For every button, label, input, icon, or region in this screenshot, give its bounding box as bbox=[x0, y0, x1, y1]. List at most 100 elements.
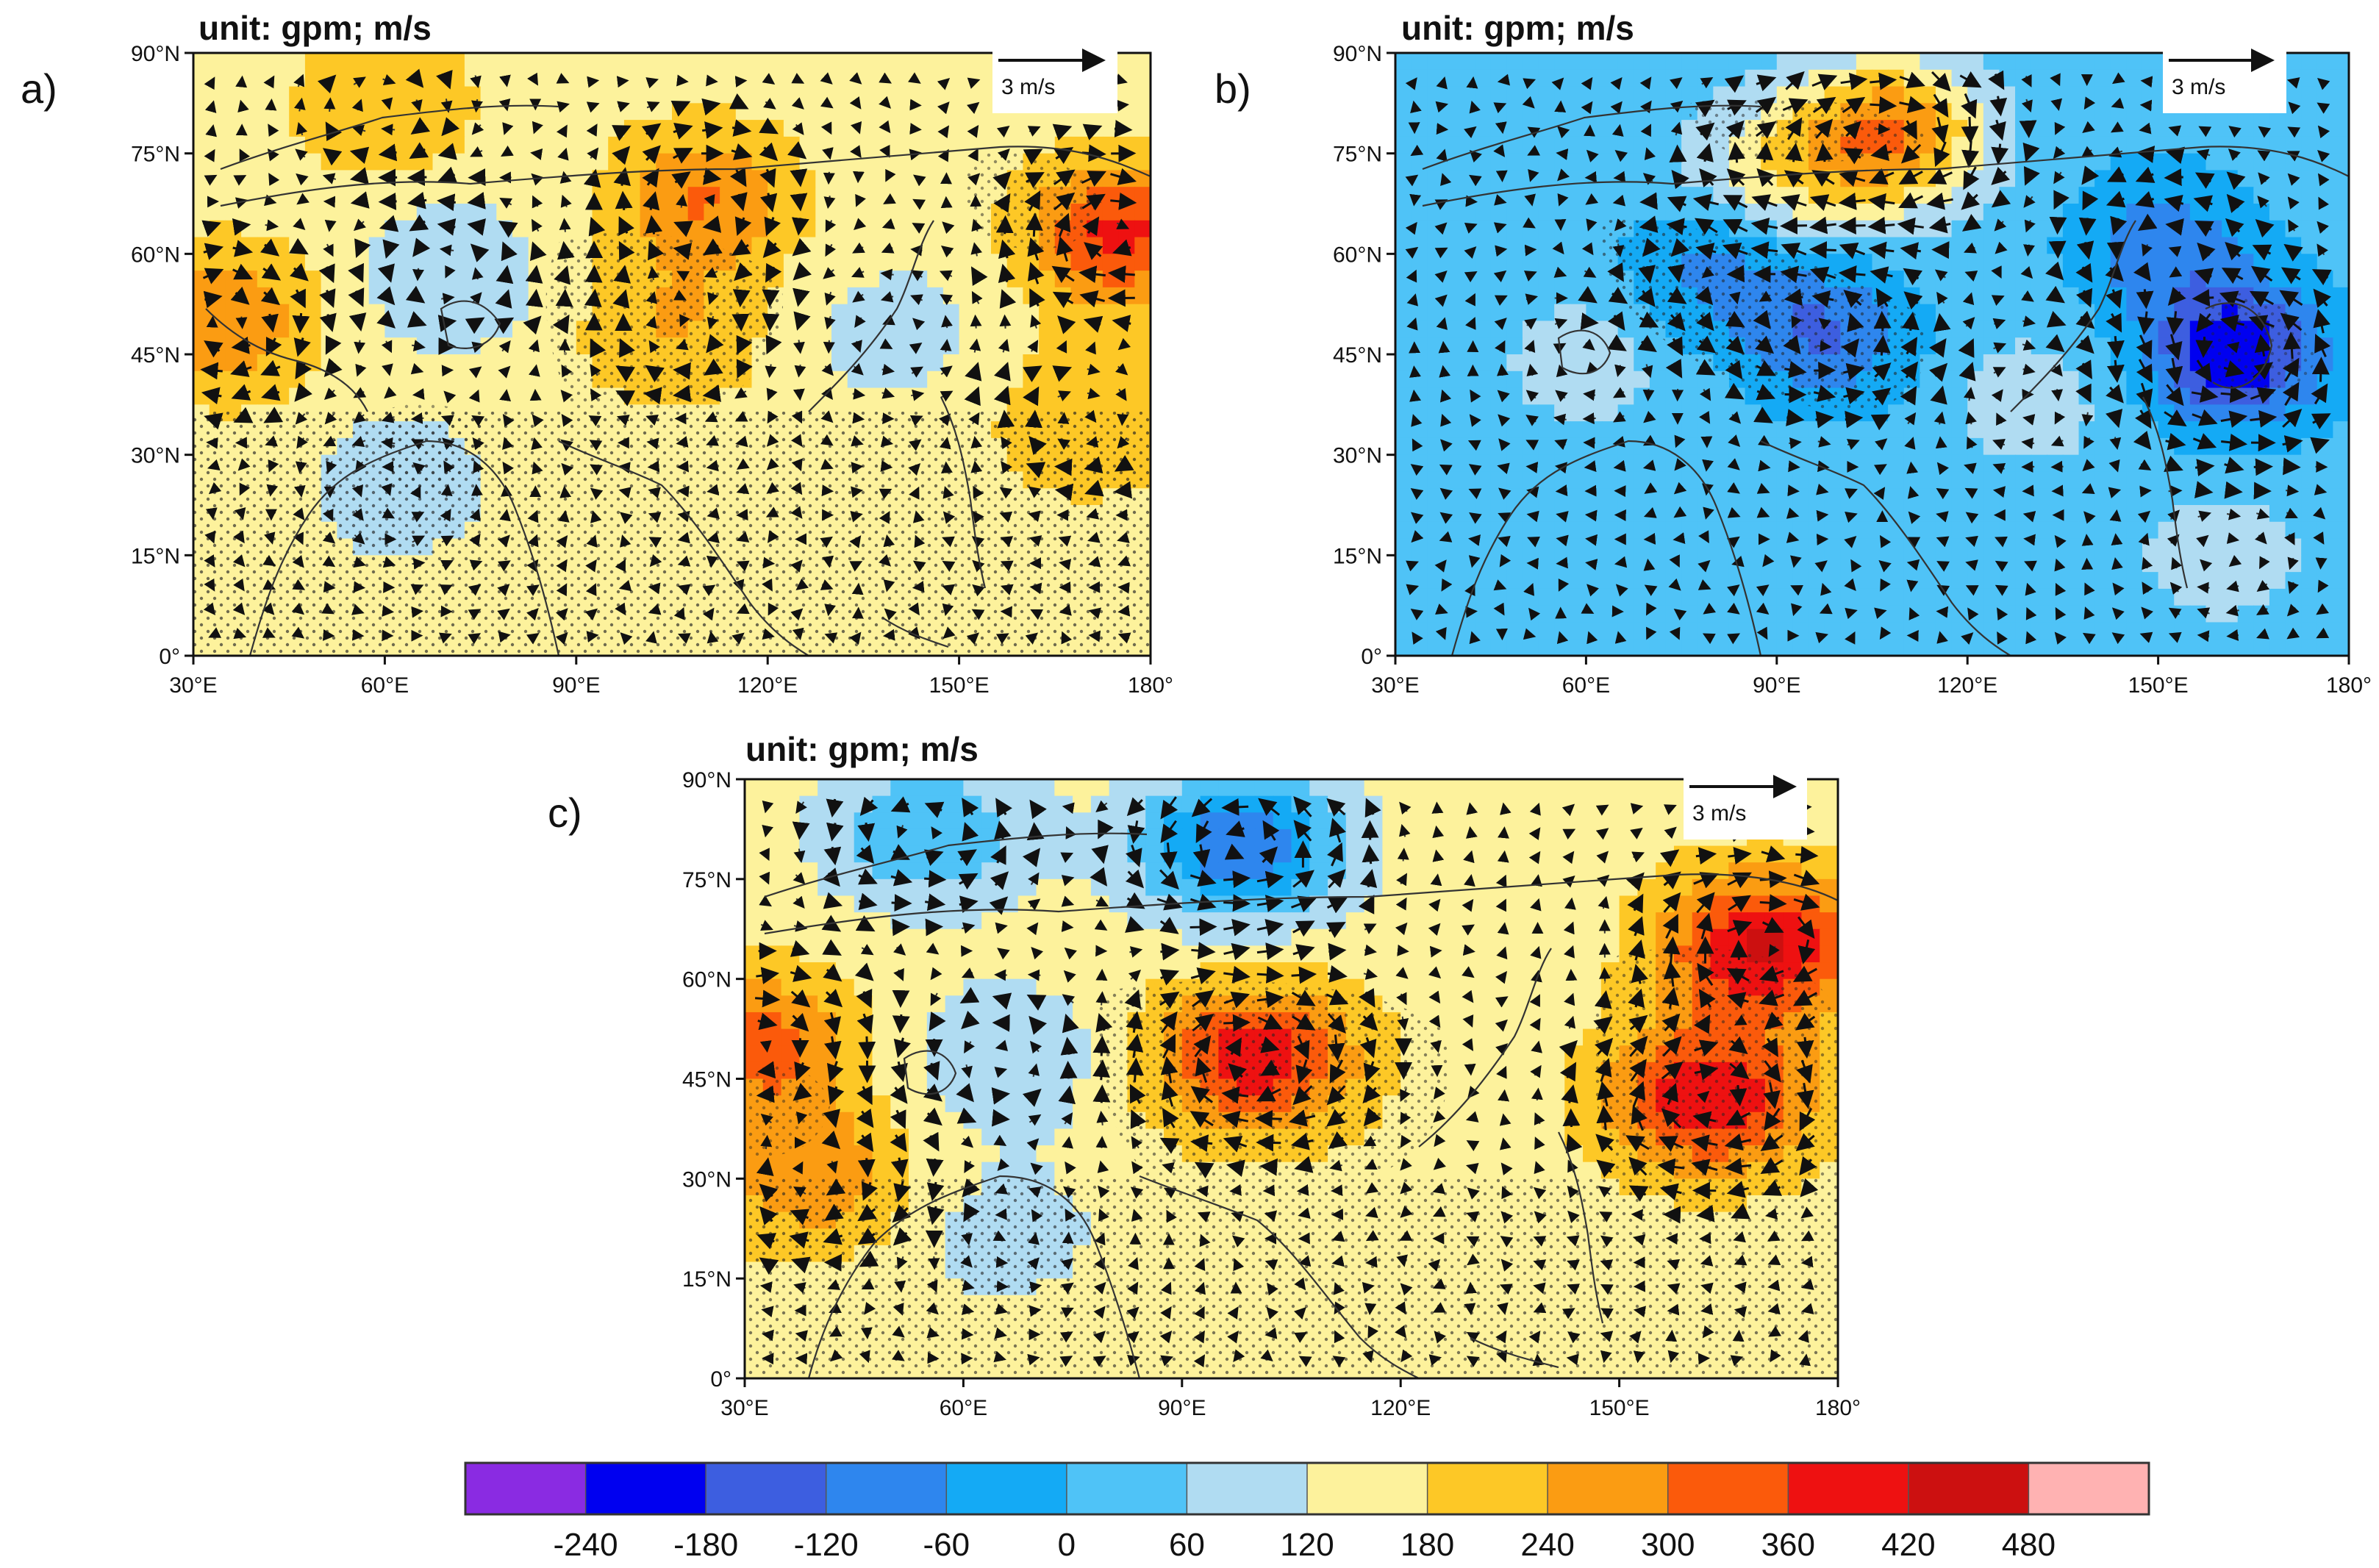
field-cell bbox=[2031, 86, 2048, 104]
field-cell bbox=[2206, 187, 2222, 204]
field-cell bbox=[2189, 370, 2207, 389]
field-cell bbox=[1427, 421, 1444, 439]
field-cell bbox=[1102, 321, 1120, 339]
field-cell bbox=[289, 321, 306, 339]
wind-vector bbox=[942, 486, 954, 499]
field-cell bbox=[273, 220, 290, 238]
field-cell bbox=[1761, 53, 1778, 71]
field-cell bbox=[975, 370, 992, 389]
field-cell bbox=[1951, 437, 1968, 456]
field-cell bbox=[831, 136, 848, 154]
field-cell bbox=[1459, 387, 1475, 406]
field-cell bbox=[1411, 588, 1428, 606]
field-cell bbox=[1506, 86, 1523, 104]
field-cell bbox=[895, 187, 912, 204]
field-cell bbox=[2031, 387, 2048, 406]
field-cell bbox=[751, 220, 768, 238]
field-cell bbox=[2015, 86, 2032, 104]
field-cell bbox=[2126, 555, 2143, 573]
field-cell bbox=[1840, 53, 1857, 71]
field-cell bbox=[2301, 555, 2318, 573]
field-cell bbox=[1427, 271, 1444, 288]
field-cell bbox=[1395, 153, 1412, 171]
wind-vector bbox=[526, 608, 539, 621]
field-cell bbox=[1951, 555, 1968, 573]
field-cell bbox=[512, 321, 529, 339]
field-cell bbox=[1459, 521, 1475, 540]
wind-vector bbox=[820, 459, 834, 470]
field-cell bbox=[2158, 254, 2175, 271]
field-cell bbox=[193, 170, 210, 188]
field-cell bbox=[2062, 254, 2080, 271]
field-cell bbox=[1951, 103, 1968, 121]
field-cell bbox=[2222, 538, 2239, 556]
field-cell bbox=[863, 170, 880, 188]
field-cell bbox=[1840, 421, 1857, 439]
field-cell bbox=[1442, 421, 1460, 439]
field-cell bbox=[895, 170, 912, 188]
field-cell bbox=[1134, 69, 1151, 87]
field-cell bbox=[687, 86, 705, 104]
field-cell bbox=[1649, 170, 1667, 188]
field-cell bbox=[2333, 136, 2349, 154]
field-cell bbox=[1538, 86, 1555, 104]
wind-vector bbox=[1117, 581, 1130, 594]
field-cell bbox=[1087, 136, 1103, 154]
field-cell bbox=[1983, 271, 2000, 288]
field-cell bbox=[528, 204, 545, 221]
field-cell bbox=[2015, 387, 2032, 406]
field-cell bbox=[942, 387, 960, 406]
wind-vector bbox=[561, 462, 574, 476]
field-cell bbox=[2047, 304, 2064, 322]
field-cell bbox=[783, 337, 801, 355]
field-cell bbox=[687, 204, 705, 221]
field-cell bbox=[1054, 387, 1072, 406]
field-cell bbox=[1538, 454, 1555, 473]
field-cell bbox=[2333, 237, 2349, 255]
wind-vector bbox=[235, 316, 248, 329]
field-cell bbox=[1967, 454, 1984, 473]
field-cell bbox=[1442, 304, 1460, 322]
field-cell bbox=[2158, 521, 2175, 540]
field-cell bbox=[2301, 86, 2318, 104]
wind-vector bbox=[1058, 535, 1072, 547]
field-cell bbox=[1506, 370, 1523, 389]
field-cell bbox=[1490, 69, 1508, 87]
field-cell bbox=[321, 354, 338, 372]
field-cell bbox=[576, 153, 593, 171]
field-cell bbox=[1586, 387, 1603, 406]
field-cell bbox=[1070, 120, 1087, 137]
field-cell bbox=[1761, 404, 1778, 422]
field-cell bbox=[225, 53, 242, 71]
wind-vector bbox=[790, 506, 803, 519]
field-cell bbox=[1442, 404, 1460, 422]
field-cell bbox=[783, 120, 801, 137]
field-cell bbox=[1745, 421, 1761, 439]
field-cell bbox=[2094, 538, 2111, 556]
wind-vector bbox=[262, 602, 275, 615]
field-cell bbox=[1395, 187, 1412, 204]
field-cell bbox=[1039, 304, 1056, 322]
field-cell bbox=[512, 170, 529, 188]
field-cell bbox=[512, 271, 529, 288]
wind-vector bbox=[526, 559, 539, 573]
field-cell bbox=[368, 237, 386, 255]
field-cell bbox=[1395, 588, 1412, 606]
field-cell bbox=[783, 304, 801, 322]
field-cell bbox=[353, 337, 370, 355]
field-cell bbox=[1602, 471, 1619, 490]
field-cell bbox=[1459, 505, 1475, 523]
field-cell bbox=[959, 86, 976, 104]
field-cell bbox=[225, 354, 242, 372]
field-cell bbox=[847, 53, 865, 71]
field-cell bbox=[464, 204, 482, 221]
field-cell bbox=[1634, 370, 1650, 389]
field-cell bbox=[1824, 572, 1842, 590]
field-cell bbox=[1570, 136, 1587, 154]
wind-vector bbox=[351, 508, 364, 521]
field-cell bbox=[1570, 354, 1587, 372]
field-cell bbox=[1745, 505, 1761, 523]
field-cell bbox=[2317, 254, 2334, 271]
field-cell bbox=[1999, 237, 2016, 255]
field-cell bbox=[225, 304, 242, 322]
